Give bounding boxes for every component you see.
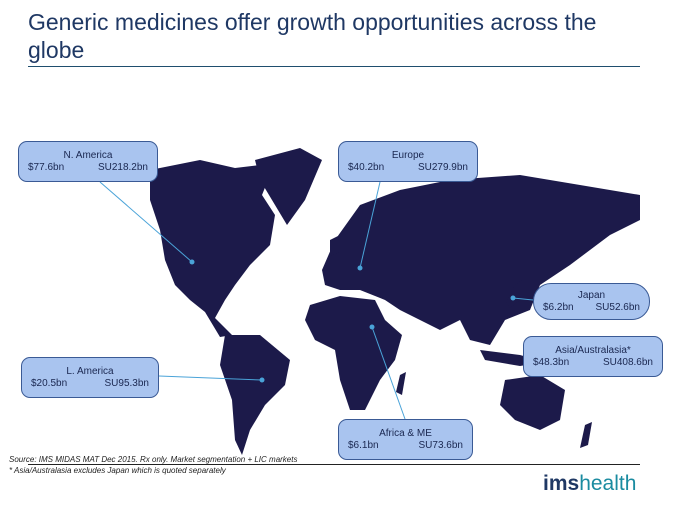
japan-shape xyxy=(506,280,522,308)
title-divider xyxy=(28,66,640,67)
japan-marker xyxy=(510,295,516,301)
region-value: $40.2bn xyxy=(348,162,385,173)
callout-japan: Japan $6.2bn SU52.6bn xyxy=(533,283,650,320)
na-marker xyxy=(189,259,195,265)
africa-leader-line xyxy=(371,326,406,420)
footnote: * Asia/Australasia excludes Japan which … xyxy=(9,466,226,475)
callout-africa-me: Africa & ME $6.1bn SU73.6bn xyxy=(338,419,473,460)
footer-divider xyxy=(28,464,640,465)
greenland-shape xyxy=(255,148,322,225)
region-units: SU95.3bn xyxy=(104,378,149,389)
region-value: $20.5bn xyxy=(31,378,68,389)
slide-title: Generic medicines offer growth opportuni… xyxy=(28,9,597,63)
africa-marker xyxy=(369,324,375,330)
australia-shape xyxy=(500,375,565,430)
europe-leader-line xyxy=(359,181,381,269)
japan-leader-line xyxy=(512,297,534,301)
region-name: Japan xyxy=(577,290,606,301)
north-america-shape xyxy=(150,160,275,337)
region-name: Asia/Australasia* xyxy=(555,345,631,356)
region-value: $48.3bn xyxy=(533,357,570,368)
africa-shape xyxy=(305,296,402,410)
region-name: Africa & ME xyxy=(379,428,432,439)
europe-marker xyxy=(357,265,363,271)
source-note: Source: IMS MIDAS MAT Dec 2015. Rx only.… xyxy=(9,455,298,464)
madagascar-shape xyxy=(396,372,406,395)
la-marker xyxy=(259,377,265,383)
region-units: SU52.6bn xyxy=(595,302,640,313)
region-value: $77.6bn xyxy=(28,162,65,173)
callout-latin-america: L. America $20.5bn SU95.3bn xyxy=(21,357,159,398)
region-value: $6.1bn xyxy=(348,440,379,451)
callout-europe: Europe $40.2bn SU279.9bn xyxy=(338,141,478,182)
callout-asia-australasia: Asia/Australasia* $48.3bn SU408.6bn xyxy=(523,336,663,377)
eurasia-shape xyxy=(322,175,640,345)
logo-bold: ims xyxy=(543,472,580,495)
region-units: SU279.9bn xyxy=(417,162,468,173)
callout-north-america: N. America $77.6bn SU218.2bn xyxy=(18,141,158,182)
logo-light: health xyxy=(579,472,637,495)
region-name: L. America xyxy=(66,366,114,377)
new-zealand-shape xyxy=(580,422,592,448)
ims-health-logo: imshealth xyxy=(543,472,636,496)
region-units: SU73.6bn xyxy=(418,440,463,451)
na-leader-line xyxy=(99,181,193,263)
south-america-shape xyxy=(220,335,290,455)
region-name: Europe xyxy=(391,150,425,161)
region-name: N. America xyxy=(63,150,113,161)
region-units: SU218.2bn xyxy=(97,162,148,173)
region-value: $6.2bn xyxy=(543,302,574,313)
uk-shape xyxy=(330,236,340,256)
region-units: SU408.6bn xyxy=(602,357,653,368)
la-leader-line xyxy=(158,375,263,381)
